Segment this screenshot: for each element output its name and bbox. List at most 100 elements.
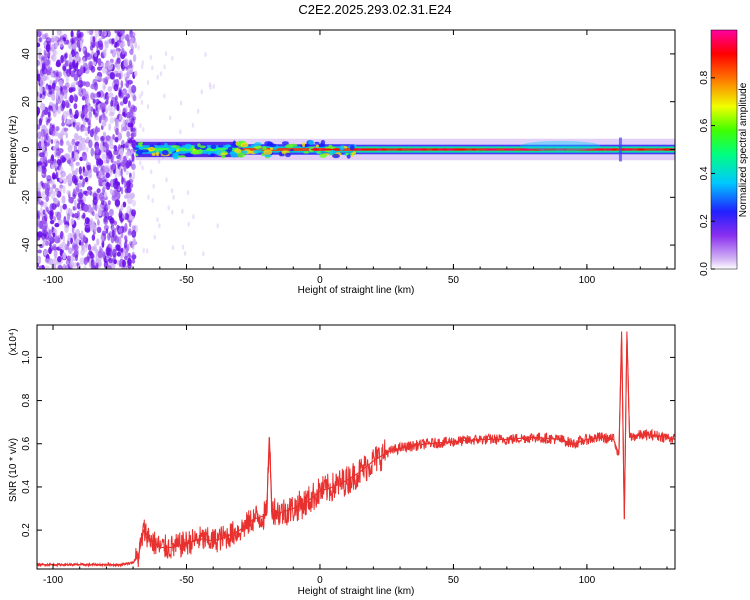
noise-dot: [146, 104, 150, 110]
noise-dot: [124, 222, 128, 232]
noise-dot: [40, 102, 45, 111]
noise-dot: [96, 262, 99, 267]
noise-dot: [109, 208, 114, 217]
noise-dot: [83, 257, 88, 265]
noise-dot: [101, 120, 107, 127]
noise-dot: [127, 87, 132, 94]
band-peak: [605, 148, 612, 151]
noise-dot: [59, 176, 63, 183]
noise-dot: [192, 214, 195, 220]
noise-dot: [61, 121, 65, 127]
noise-dot: [39, 84, 44, 94]
noise-dot: [37, 124, 41, 130]
noise-dot: [59, 85, 63, 93]
noise-dot: [96, 226, 102, 233]
noise-dot: [107, 61, 114, 70]
noise-dot: [108, 92, 114, 98]
noise-dot: [94, 75, 100, 80]
noise-dot: [109, 137, 113, 143]
band-blob: [314, 141, 320, 145]
noise-dot: [63, 57, 67, 62]
colorbar-tick-label: 0.4: [699, 166, 710, 180]
noise-dot: [83, 107, 88, 115]
noise-dot: [51, 226, 54, 233]
noise-dot: [109, 143, 114, 150]
noise-dot: [132, 54, 137, 63]
noise-dot: [117, 185, 121, 191]
noise-dot: [79, 31, 84, 38]
noise-dot: [48, 104, 52, 110]
noise-dot: [88, 111, 92, 118]
noise-dot: [101, 146, 106, 151]
noise-dot: [118, 91, 124, 99]
noise-dot: [118, 72, 122, 80]
noise-dot: [105, 172, 110, 179]
y-tick-label: 0.6: [21, 436, 32, 450]
noise-dot: [147, 194, 150, 200]
noise-dot: [122, 111, 126, 117]
noise-dot: [103, 203, 109, 212]
noise-dot: [131, 225, 136, 231]
noise-dot: [92, 98, 96, 104]
spectrogram-xlabel: Height of straight line (km): [298, 285, 415, 296]
x-tick-label: -50: [179, 275, 194, 286]
noise-dot: [66, 190, 71, 195]
noise-dot: [55, 102, 59, 111]
y-tick-label: 0.8: [21, 393, 32, 407]
noise-dot: [50, 190, 56, 200]
band-peak: [377, 148, 382, 151]
noise-dot: [61, 195, 66, 204]
noise-dot: [101, 239, 105, 248]
noise-dot: [40, 128, 46, 138]
noise-dot: [84, 217, 90, 225]
noise-dot: [51, 263, 57, 269]
noise-dot: [124, 188, 129, 194]
noise-dot: [75, 185, 80, 193]
noise-dot: [50, 127, 56, 137]
x-tick-label: 50: [448, 575, 460, 586]
noise-dot: [153, 234, 156, 240]
noise-dot: [118, 236, 122, 245]
noise-dot: [72, 193, 76, 200]
noise-dot: [111, 96, 117, 103]
noise-dot: [71, 43, 77, 49]
noise-dot: [41, 110, 45, 117]
noise-dot: [59, 139, 64, 147]
noise-dot: [181, 244, 185, 250]
noise-dot: [122, 119, 126, 128]
noise-dot: [85, 146, 89, 153]
noise-dot: [119, 225, 125, 234]
noise-dot: [37, 146, 40, 155]
band-blob: [164, 142, 168, 148]
noise-dot: [197, 108, 200, 114]
noise-dot: [77, 91, 83, 96]
noise-dot: [112, 163, 116, 170]
noise-dot: [82, 190, 88, 195]
noise-dot: [98, 260, 102, 268]
noise-dot: [48, 229, 52, 236]
noise-dot: [127, 122, 133, 128]
noise-dot: [208, 82, 212, 88]
band-peak: [663, 148, 671, 151]
noise-dot: [106, 181, 110, 186]
noise-dot: [82, 126, 86, 132]
noise-dot: [88, 139, 93, 149]
noise-dot: [96, 238, 100, 246]
band-peak: [623, 148, 630, 151]
noise-dot: [179, 100, 183, 106]
noise-dot: [172, 194, 175, 200]
noise-dot: [81, 95, 85, 101]
noise-dot: [59, 184, 64, 189]
noise-dot: [119, 101, 124, 106]
band-peak: [557, 148, 563, 151]
noise-dot: [43, 249, 48, 256]
y-tick-label: -20: [21, 190, 32, 205]
noise-dot: [70, 218, 75, 225]
noise-dot: [51, 32, 55, 39]
noise-dot: [41, 147, 45, 152]
noise-dot: [151, 198, 154, 204]
noise-dot: [86, 53, 93, 60]
noise-dot: [70, 237, 73, 245]
noise-dot: [64, 265, 71, 269]
noise-dot: [64, 99, 70, 108]
